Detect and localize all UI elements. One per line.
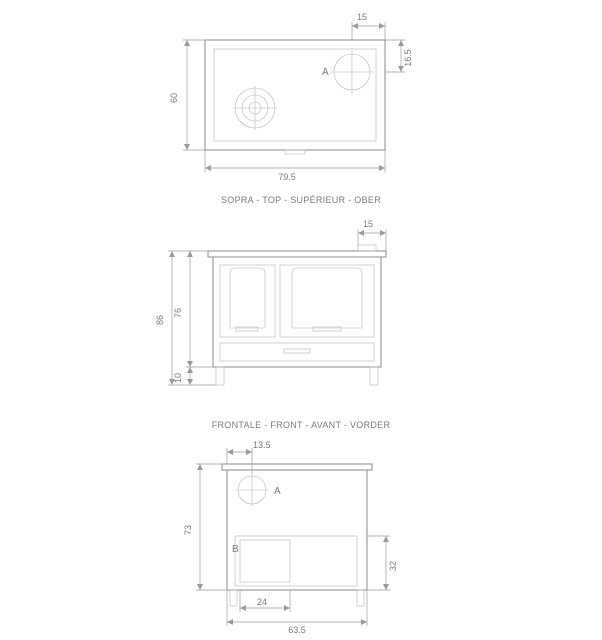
dim-leg-h: 10 [173, 367, 193, 385]
left-door [220, 265, 275, 337]
dim-port-y: 16.5 [385, 40, 413, 72]
dim-total-h: 86 [155, 251, 216, 385]
dim-top-height: 60 [169, 40, 205, 150]
svg-text:24: 24 [257, 597, 267, 607]
dim-drawer-h: 32 [367, 536, 398, 590]
svg-text:15: 15 [363, 219, 373, 229]
side-port-b-label: B [232, 544, 239, 555]
dim-body-h: 76 [173, 251, 213, 367]
svg-text:13.5: 13.5 [253, 440, 271, 450]
caption-front: FRONTALE - FRONT - AVANT - VORDER [0, 420, 602, 430]
svg-text:16.5: 16.5 [403, 49, 413, 67]
side-view: A B 13.5 73 32 24 [0, 440, 602, 635]
dim-port-x: 15 [352, 12, 385, 40]
dim-side-w: 63.5 [227, 590, 367, 635]
svg-text:15: 15 [357, 12, 367, 22]
svg-text:79.5: 79.5 [278, 172, 296, 182]
front-view: 15 86 76 10 [0, 215, 602, 410]
top-view: A 79.5 60 15 16.5 [0, 0, 602, 185]
side-port-a-label: A [274, 486, 281, 497]
svg-text:32: 32 [388, 561, 398, 571]
svg-text:86: 86 [155, 315, 165, 325]
dim-flue-offset: 15 [358, 219, 386, 251]
dim-drawer-w: 24 [240, 590, 290, 612]
right-door [280, 265, 374, 337]
dim-side-h: 73 [183, 464, 227, 590]
caption-top: SOPRA - TOP - SUPÉRIEUR - OBER [0, 195, 602, 205]
side-port-a: A [236, 474, 281, 506]
dim-porta-offset: 13.5 [227, 440, 271, 474]
dim-top-width: 79.5 [205, 150, 385, 182]
svg-text:60: 60 [169, 93, 179, 103]
svg-text:10: 10 [173, 373, 183, 383]
port-a-icon: A [322, 50, 374, 94]
svg-text:63.5: 63.5 [288, 625, 306, 635]
port-a-label: A [322, 67, 329, 78]
svg-text:73: 73 [183, 525, 193, 535]
burner-icon [233, 86, 277, 130]
svg-text:76: 76 [173, 308, 183, 318]
